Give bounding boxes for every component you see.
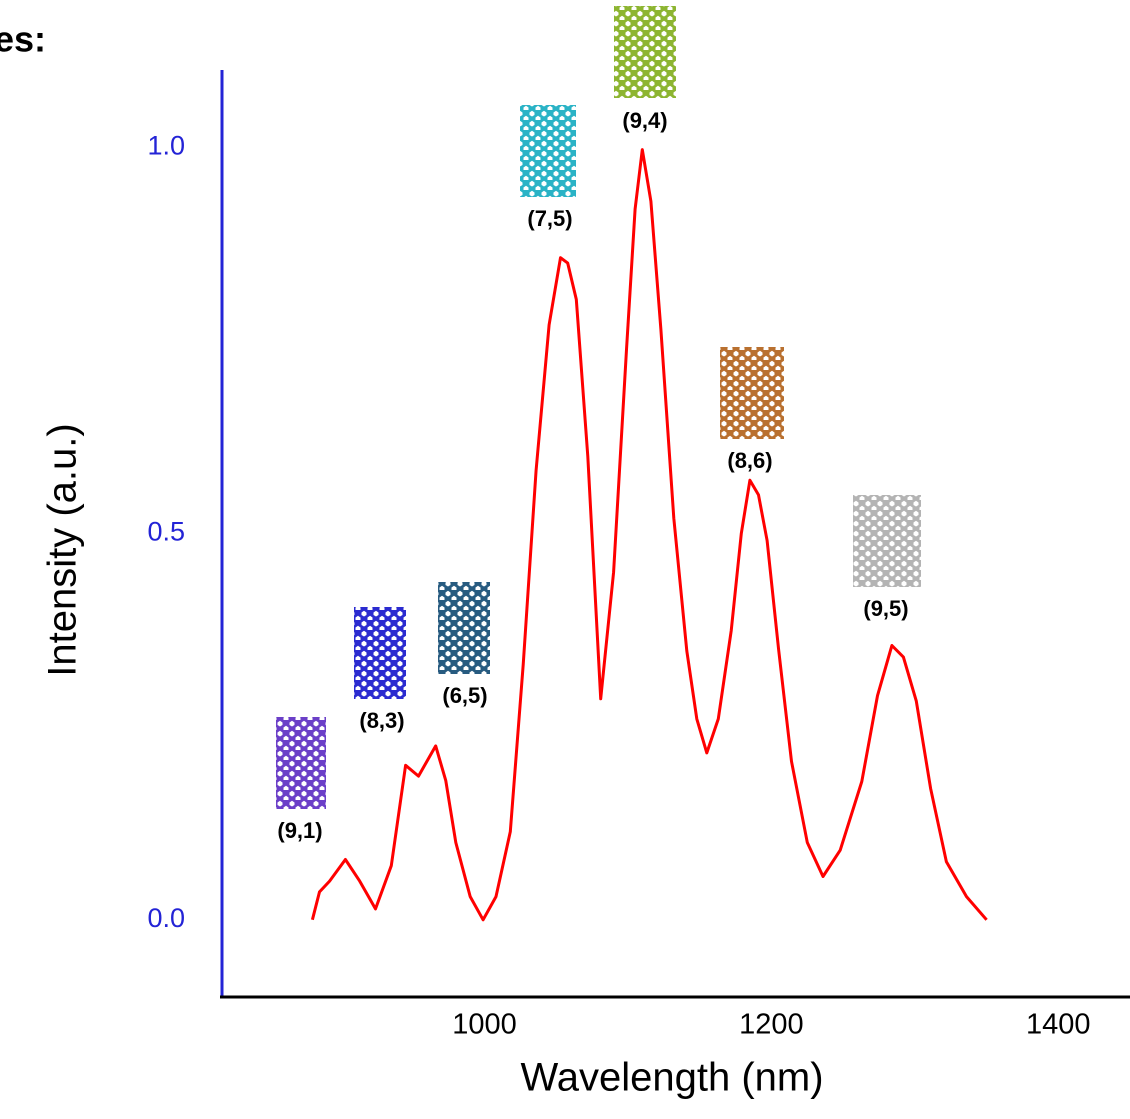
y-tick-label: 1.0 xyxy=(147,130,185,160)
y-axis-title: Intensity (a.u.) xyxy=(41,423,85,676)
y-tick-label: 0.0 xyxy=(147,903,185,933)
nanotube-label: (9,1) xyxy=(277,818,322,843)
nanotube-icon xyxy=(853,495,921,587)
x-tick-label: 1000 xyxy=(452,1009,517,1041)
nanotube-icon xyxy=(354,607,406,699)
nanotube-icon xyxy=(520,105,576,197)
nanotube-icon xyxy=(438,582,490,674)
nanotube-label: (9,4) xyxy=(622,108,667,133)
nanotube-label: (8,3) xyxy=(359,708,404,733)
nanotube-label: (8,6) xyxy=(727,448,772,473)
nanotube-label: (6,5) xyxy=(442,683,487,708)
nanotube-icon xyxy=(276,717,326,809)
nanotube-label: (7,5) xyxy=(527,206,572,231)
nanotube-label: (9,5) xyxy=(863,596,908,621)
nanotube-icon xyxy=(720,347,784,439)
nanotube-icon xyxy=(614,6,676,98)
heading: es: xyxy=(0,19,46,60)
x-tick-label: 1400 xyxy=(1026,1009,1091,1041)
x-axis-title: Wavelength (nm) xyxy=(520,1056,823,1100)
spectrum-line xyxy=(310,148,988,922)
y-tick-label: 0.5 xyxy=(147,517,185,547)
x-tick-label: 1200 xyxy=(739,1009,804,1041)
